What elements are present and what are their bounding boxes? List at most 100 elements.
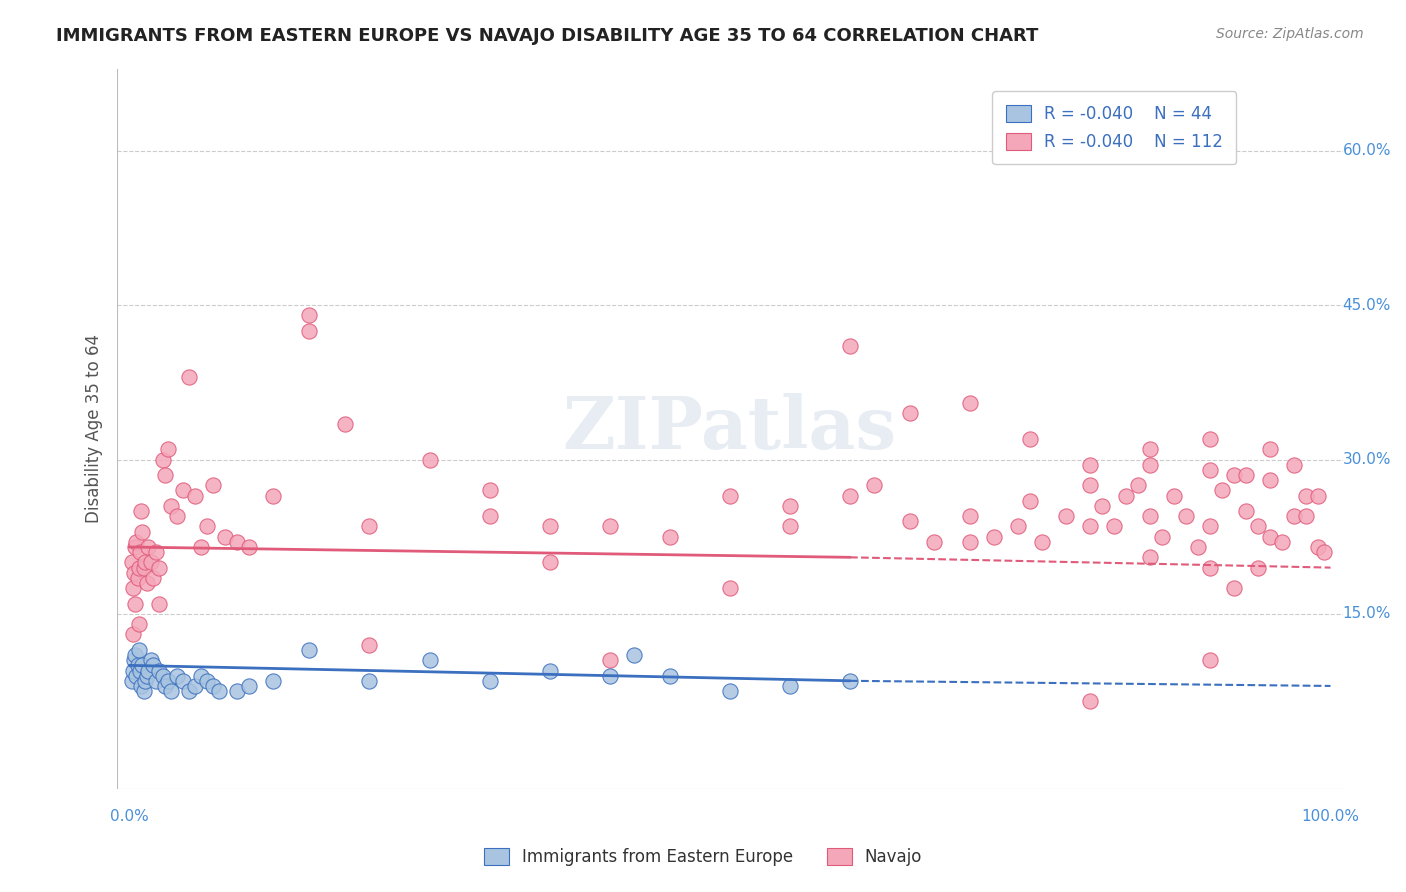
Point [125,668,148,682]
Point [658,530,681,544]
Point [128,643,150,657]
Point [129,679,152,693]
Text: 0.0%: 0.0% [110,809,149,824]
Point [1175,509,1198,524]
Point [148,664,170,678]
Legend: R = -0.040    N = 44, R = -0.040    N = 112: R = -0.040 N = 44, R = -0.040 N = 112 [993,91,1236,164]
Point [179,370,201,384]
Point [1078,694,1101,708]
Point [658,668,681,682]
Point [718,581,741,595]
Text: 15.0%: 15.0% [1343,607,1391,622]
Point [184,679,207,693]
Point [1308,489,1330,503]
Point [160,684,183,698]
Point [145,673,167,688]
Point [127,571,149,585]
Point [262,673,284,688]
Point [478,673,501,688]
Point [959,534,981,549]
Point [1295,509,1317,524]
Point [125,534,148,549]
Point [1211,483,1233,498]
Point [129,664,152,678]
Point [139,556,162,570]
Point [718,684,741,698]
Point [136,576,159,591]
Point [152,668,174,682]
Point [127,658,149,673]
Point [478,509,501,524]
Point [1260,442,1282,457]
Point [124,648,146,662]
Point [262,489,284,503]
Point [1078,519,1101,533]
Point [129,504,152,518]
Point [124,540,146,554]
Point [121,556,143,570]
Point [1295,489,1317,503]
Point [190,540,212,554]
Point [156,673,179,688]
Point [1199,519,1222,533]
Point [148,560,170,574]
Point [898,406,921,420]
Point [418,653,440,667]
Point [124,597,146,611]
Point [1163,489,1185,503]
Point [195,519,218,533]
Point [121,627,143,641]
Point [538,556,561,570]
Point [959,509,981,524]
Point [132,560,155,574]
Point [478,483,501,498]
Text: IMMIGRANTS FROM EASTERN EUROPE VS NAVAJO DISABILITY AGE 35 TO 64 CORRELATION CHA: IMMIGRANTS FROM EASTERN EUROPE VS NAVAJO… [56,27,1039,45]
Point [1260,530,1282,544]
Point [1271,534,1294,549]
Point [538,519,561,533]
Point [1187,540,1209,554]
Point [129,545,152,559]
Point [226,534,249,549]
Point [1308,540,1330,554]
Point [1247,519,1270,533]
Point [298,309,321,323]
Point [195,673,218,688]
Point [226,684,249,698]
Point [122,653,145,667]
Point [418,452,440,467]
Point [172,483,194,498]
Point [1139,550,1161,565]
Point [202,478,225,492]
Point [121,664,143,678]
Point [1260,473,1282,487]
Point [1199,653,1222,667]
Point [623,648,645,662]
Point [166,668,188,682]
Point [779,499,801,513]
Point [179,684,201,698]
Point [134,673,156,688]
Point [172,673,194,688]
Point [1078,458,1101,472]
Point [131,658,153,673]
Point [1223,581,1246,595]
Point [152,452,174,467]
Point [359,519,381,533]
Point [121,673,143,688]
Point [1284,458,1306,472]
Point [1019,493,1042,508]
Point [335,417,357,431]
Point [202,679,225,693]
Point [1234,468,1257,483]
Point [1128,478,1150,492]
Point [922,534,945,549]
Point [1152,530,1174,544]
Point [122,566,145,580]
Point [1284,509,1306,524]
Point [839,673,862,688]
Point [238,679,260,693]
Point [779,679,801,693]
Point [142,571,165,585]
Point [1115,489,1137,503]
